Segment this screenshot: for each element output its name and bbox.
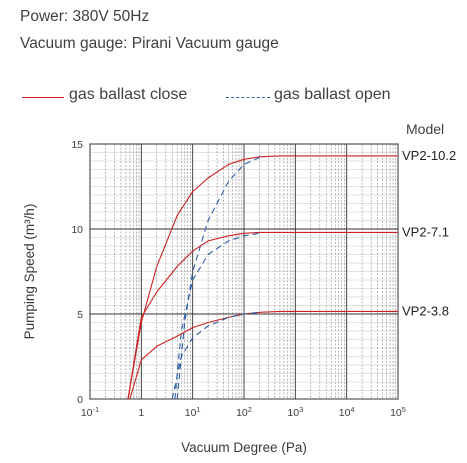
- x-tick-label: 10-1: [81, 405, 99, 419]
- model-label-vp2-10-2: VP2-10.2: [402, 148, 456, 163]
- series-line-close-vp2-10-2: [127, 155, 398, 400]
- power-spec: Power: 380V 50Hz: [20, 8, 150, 25]
- y-tick-label: 10: [71, 224, 83, 236]
- legend-open-line: [226, 97, 270, 98]
- model-column-header: Model: [406, 121, 445, 137]
- x-tick-label: 1: [138, 407, 144, 419]
- x-tick-label: 105: [390, 405, 406, 419]
- y-axis-label: Pumping Speed (m³/h): [22, 204, 37, 340]
- x-tick-label: 103: [287, 405, 303, 419]
- y-tick-label: 0: [77, 394, 83, 406]
- series-line-open-vp2-3-8: [171, 311, 260, 400]
- y-tick-label: 5: [77, 309, 83, 321]
- legend-open-label: gas ballast open: [274, 86, 391, 103]
- x-tick-label: 102: [236, 405, 252, 419]
- model-label-vp2-7-1: VP2-7.1: [402, 224, 449, 239]
- series-line-close-vp2-7-1: [127, 231, 398, 400]
- plot-frame: [89, 143, 399, 400]
- x-axis-label: Vacuum Degree (Pa): [181, 440, 307, 455]
- series-line-close-vp2-3-8: [129, 310, 398, 400]
- series-line-open-vp2-7-1: [174, 232, 260, 400]
- x-tick-label: 104: [339, 405, 355, 419]
- vacuum-gauge-spec: Vacuum gauge: Pirani Vacuum gauge: [20, 35, 279, 52]
- y-tick-label: 15: [71, 139, 83, 151]
- model-label-vp2-3-8: VP2-3.8: [402, 303, 449, 318]
- series-line-open-vp2-10-2: [176, 157, 260, 400]
- legend-close-line: [22, 97, 64, 98]
- legend-close-label: gas ballast close: [69, 86, 188, 103]
- x-tick-label: 101: [185, 405, 201, 419]
